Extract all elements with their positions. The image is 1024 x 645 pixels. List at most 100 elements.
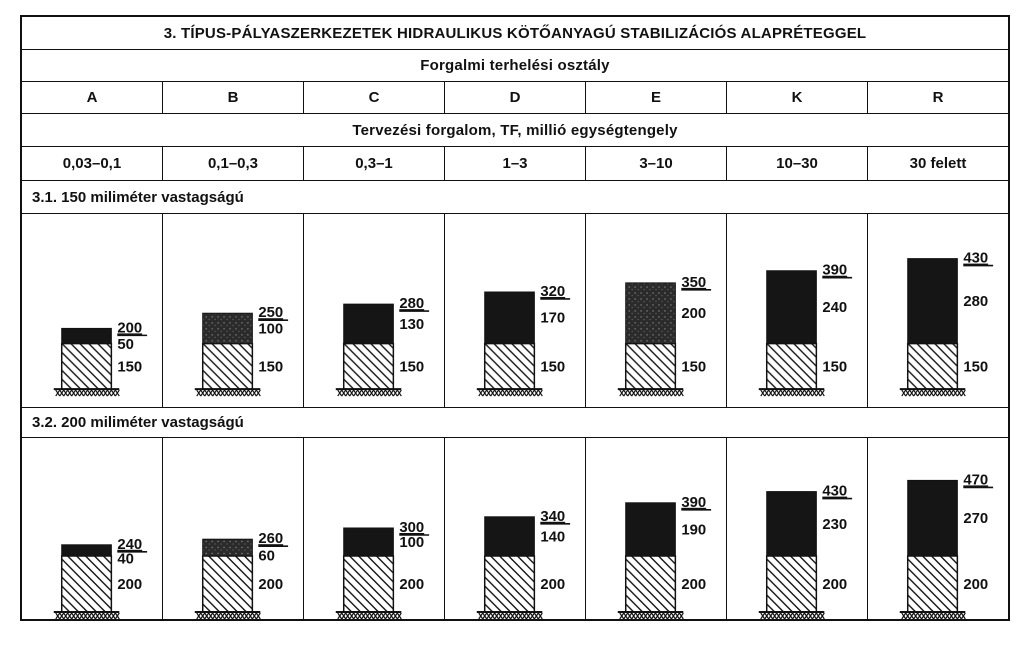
stabilized-base-layer [342,555,395,613]
stabilized-base-layer [201,342,254,390]
stabilized-base-layer [624,555,677,613]
subgrade-hatch [901,389,966,397]
asphalt-thickness-label: 100 [399,534,424,551]
asphalt-thickness-label: 100 [258,321,283,337]
subgrade-hatch [196,389,261,397]
design-traffic-cell: 30 felett [909,155,967,172]
subgrade-hatch [619,612,684,620]
stabilized-base-layer [60,342,113,390]
asphalt-layer [766,491,817,557]
layer-diagram-cell: 280 130 150 [304,214,445,407]
subgrade-hatch [901,612,966,620]
design-traffic-cell: 1–3 [445,147,586,180]
traffic-class-cell: K [727,82,868,113]
subgrade-hatch [760,612,825,620]
layer-diagram-cell: 340 140 200 [445,438,586,621]
asphalt-thickness-label: 230 [822,516,847,533]
layer-diagram-cell: 260 60 200 [163,438,304,621]
total-thickness-label: 200 [117,320,142,336]
asphalt-thickness-label: 60 [258,548,275,565]
total-thickness-label: 430 [963,251,988,267]
total-thickness-label: 300 [399,519,424,536]
asphalt-layer [907,258,958,345]
subgrade-hatch [760,389,825,397]
asphalt-layer [202,312,253,345]
asphalt-layer [343,527,394,557]
subgrade-hatch [55,389,120,397]
asphalt-thickness-label: 130 [399,317,424,333]
total-thickness-label: 350 [681,275,706,291]
base-thickness-label: 150 [117,359,142,375]
asphalt-thickness-label: 270 [963,510,988,527]
base-thickness-label: 150 [822,359,847,375]
subgrade-hatch [619,389,684,397]
asphalt-layer [907,479,958,557]
base-thickness-label: 150 [681,359,706,375]
design-traffic-cell: 0,3–1 [304,147,445,180]
asphalt-thickness-label: 190 [681,521,706,538]
layer-diagram-cell: 430 280 150 [868,214,1008,407]
stabilized-base-layer [483,555,536,613]
layer-diagram-cell: 200 50 150 [22,214,163,407]
design-traffic-header: Tervezési forgalom, TF, millió egységten… [22,114,1008,147]
stabilized-base-layer [342,342,395,390]
asphalt-thickness-label: 40 [117,550,134,567]
asphalt-layer [484,291,535,345]
total-thickness-label: 430 [822,483,847,500]
traffic-class-cell: C [304,82,445,113]
base-thickness-label: 150 [258,359,283,375]
subgrade-hatch [478,612,543,620]
subgrade-hatch [55,612,120,620]
asphalt-layer [484,516,535,557]
layer-diagram-cell: 350 200 150 [586,214,727,407]
base-thickness-label: 150 [540,359,565,375]
layer-diagram-cell: 240 40 200 [22,438,163,621]
table-title: 3. TÍPUS-PÁLYASZERKEZETEK HIDRAULIKUS KÖ… [22,17,1008,50]
base-thickness-label: 200 [117,576,142,593]
asphalt-thickness-label: 280 [963,294,988,310]
stabilized-base-layer [483,342,536,390]
total-thickness-label: 340 [540,508,565,525]
asphalt-layer [202,538,253,557]
layer-diagram-cell: 390 190 200 [586,438,727,621]
stabilized-base-layer [906,555,959,613]
subgrade-hatch [478,389,543,397]
stabilized-base-layer [624,342,677,390]
layer-diagram-cell: 470 270 200 [868,438,1008,621]
traffic-class-row: A B C D E K R [22,82,1008,114]
traffic-class-header: Forgalmi terhelési osztály [22,50,1008,82]
subgrade-hatch [337,389,402,397]
base-thickness-label: 150 [963,359,988,375]
base-thickness-label: 200 [540,576,565,593]
base-thickness-label: 200 [963,576,988,593]
section-150mm-diagrams: 200 50 150 250 100 150 280 130 150 320 170 150 350 20… [22,214,1008,408]
base-thickness-label: 200 [399,576,424,593]
asphalt-thickness-label: 170 [540,311,565,327]
asphalt-layer [61,327,112,345]
base-thickness-label: 200 [822,576,847,593]
traffic-class-cell: R [932,89,944,106]
design-traffic-cell: 3–10 [586,147,727,180]
traffic-class-cell: B [163,82,304,113]
base-thickness-label: 200 [258,576,283,593]
stabilized-base-layer [765,342,818,390]
pavement-structure-table: 3. TÍPUS-PÁLYASZERKEZETEK HIDRAULIKUS KÖ… [20,15,1010,621]
asphalt-layer [625,282,676,345]
total-thickness-label: 470 [963,471,988,488]
layer-diagram-cell: 390 240 150 [727,214,868,407]
total-thickness-label: 260 [258,530,283,547]
asphalt-layer [343,303,394,345]
stabilized-base-layer [906,342,959,390]
asphalt-thickness-label: 140 [540,528,565,545]
asphalt-thickness-label: 50 [117,337,134,353]
total-thickness-label: 240 [117,536,142,553]
subgrade-hatch [196,612,261,620]
total-thickness-label: 250 [258,305,283,321]
design-traffic-cell: 0,03–0,1 [22,147,163,180]
design-traffic-cell: 0,1–0,3 [163,147,304,180]
subgrade-hatch [337,612,402,620]
base-thickness-label: 150 [399,359,424,375]
asphalt-thickness-label: 240 [822,300,847,316]
layer-diagram-cell: 320 170 150 [445,214,586,407]
total-thickness-label: 320 [540,284,565,300]
